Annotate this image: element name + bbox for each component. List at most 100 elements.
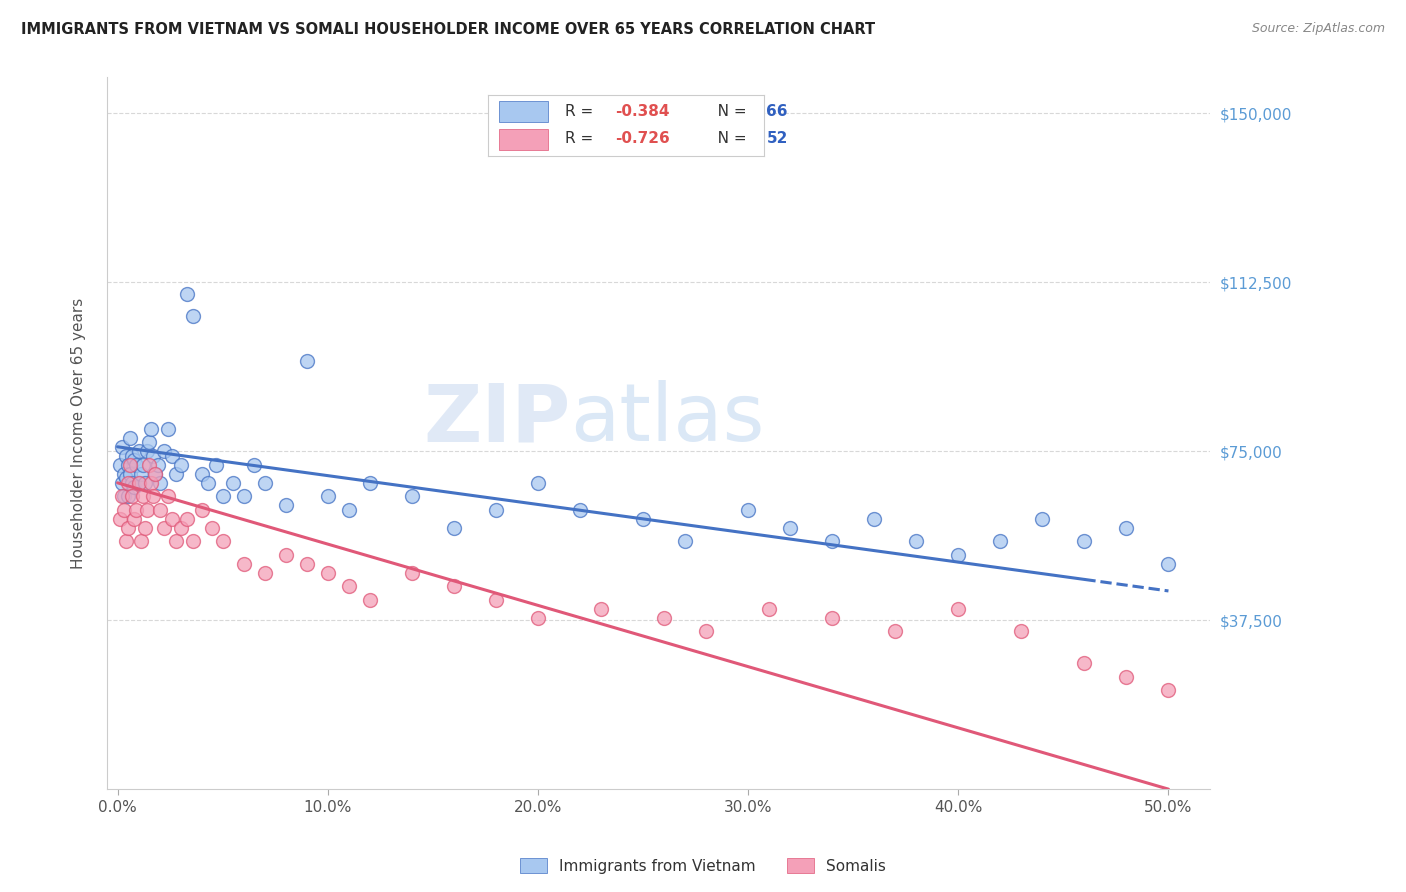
Point bbox=[121, 475, 143, 490]
Point bbox=[401, 489, 423, 503]
Point bbox=[157, 489, 180, 503]
Point bbox=[197, 475, 219, 490]
Point bbox=[181, 534, 204, 549]
Point bbox=[295, 557, 318, 571]
Point bbox=[165, 467, 187, 481]
Point bbox=[1010, 624, 1032, 639]
Text: Source: ZipAtlas.com: Source: ZipAtlas.com bbox=[1251, 22, 1385, 36]
Point bbox=[125, 458, 148, 472]
Point bbox=[295, 354, 318, 368]
Point bbox=[337, 579, 360, 593]
Point bbox=[359, 593, 381, 607]
Point bbox=[316, 566, 339, 580]
Point bbox=[821, 534, 844, 549]
Point bbox=[128, 444, 150, 458]
Point bbox=[779, 521, 801, 535]
Point bbox=[205, 458, 228, 472]
Point bbox=[112, 489, 135, 503]
Point bbox=[211, 534, 233, 549]
Point bbox=[1115, 669, 1137, 683]
Point bbox=[132, 458, 155, 472]
Point bbox=[232, 489, 254, 503]
Point bbox=[211, 489, 233, 503]
Point bbox=[145, 467, 167, 481]
Point bbox=[190, 503, 212, 517]
Point bbox=[589, 602, 612, 616]
Point bbox=[111, 489, 134, 503]
Point bbox=[222, 475, 245, 490]
Point bbox=[124, 512, 146, 526]
Point bbox=[145, 467, 167, 481]
Point bbox=[1073, 534, 1095, 549]
Point bbox=[337, 503, 360, 517]
Point bbox=[120, 467, 142, 481]
Point bbox=[443, 579, 465, 593]
Point bbox=[138, 435, 160, 450]
Point bbox=[134, 475, 156, 490]
Point bbox=[142, 489, 165, 503]
Point bbox=[1157, 557, 1180, 571]
Point bbox=[485, 503, 508, 517]
Point bbox=[146, 458, 169, 472]
Point bbox=[201, 521, 224, 535]
Point bbox=[181, 309, 204, 323]
Point bbox=[120, 458, 142, 472]
Point bbox=[136, 503, 159, 517]
Point bbox=[160, 512, 183, 526]
Point bbox=[129, 534, 152, 549]
Point bbox=[1031, 512, 1053, 526]
Point bbox=[169, 458, 191, 472]
Point bbox=[153, 444, 176, 458]
Legend: Immigrants from Vietnam, Somalis: Immigrants from Vietnam, Somalis bbox=[513, 852, 893, 880]
Point bbox=[568, 503, 591, 517]
Point bbox=[948, 548, 970, 562]
Point bbox=[117, 458, 139, 472]
Point bbox=[117, 475, 139, 490]
Point bbox=[124, 480, 146, 494]
Point bbox=[117, 489, 139, 503]
Point bbox=[112, 467, 135, 481]
Point bbox=[128, 475, 150, 490]
Point bbox=[108, 512, 131, 526]
Point bbox=[142, 449, 165, 463]
Point bbox=[631, 512, 654, 526]
Point bbox=[176, 286, 198, 301]
Point bbox=[758, 602, 780, 616]
Point bbox=[274, 548, 297, 562]
Point bbox=[485, 593, 508, 607]
Point bbox=[401, 566, 423, 580]
Point bbox=[157, 422, 180, 436]
Point bbox=[165, 534, 187, 549]
Point bbox=[176, 512, 198, 526]
Point bbox=[160, 449, 183, 463]
Point bbox=[1073, 656, 1095, 670]
Point bbox=[821, 611, 844, 625]
Point bbox=[149, 475, 172, 490]
Point bbox=[121, 449, 143, 463]
Point bbox=[737, 503, 759, 517]
Point bbox=[1115, 521, 1137, 535]
Point bbox=[527, 611, 550, 625]
Point bbox=[141, 475, 163, 490]
Point bbox=[190, 467, 212, 481]
Point bbox=[169, 521, 191, 535]
Point bbox=[695, 624, 717, 639]
Point bbox=[905, 534, 928, 549]
Text: IMMIGRANTS FROM VIETNAM VS SOMALI HOUSEHOLDER INCOME OVER 65 YEARS CORRELATION C: IMMIGRANTS FROM VIETNAM VS SOMALI HOUSEH… bbox=[21, 22, 875, 37]
Point bbox=[138, 458, 160, 472]
Point bbox=[112, 503, 135, 517]
Point bbox=[1157, 683, 1180, 698]
Text: ZIP: ZIP bbox=[423, 380, 571, 458]
Point bbox=[111, 440, 134, 454]
Point bbox=[652, 611, 675, 625]
Point bbox=[527, 475, 550, 490]
Point bbox=[443, 521, 465, 535]
Point bbox=[117, 521, 139, 535]
Point bbox=[149, 503, 172, 517]
Point bbox=[125, 503, 148, 517]
Point bbox=[253, 566, 276, 580]
Point bbox=[129, 467, 152, 481]
Point bbox=[115, 449, 138, 463]
Point bbox=[124, 453, 146, 467]
Point bbox=[111, 475, 134, 490]
